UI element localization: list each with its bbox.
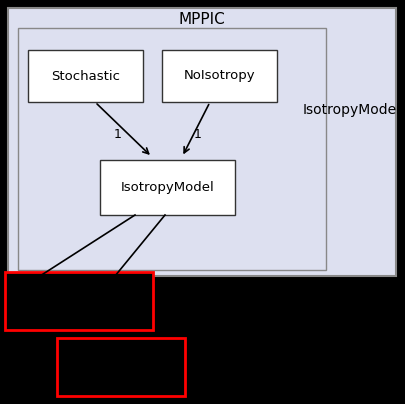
Bar [57, 338, 185, 396]
Text: 1: 1 [114, 128, 122, 141]
Text: 1: 1 [194, 128, 202, 141]
Bar [8, 8, 396, 276]
Text: MPPIC: MPPIC [179, 13, 225, 27]
Bar [100, 160, 235, 215]
Text: NoIsotropy: NoIsotropy [184, 69, 255, 82]
Text: IsotropyModels: IsotropyModels [303, 103, 405, 117]
Bar [28, 50, 143, 102]
Bar [5, 272, 153, 330]
Bar [162, 50, 277, 102]
Text: Stochastic: Stochastic [51, 69, 120, 82]
Bar [18, 28, 326, 270]
Text: IsotropyModel: IsotropyModel [121, 181, 214, 194]
